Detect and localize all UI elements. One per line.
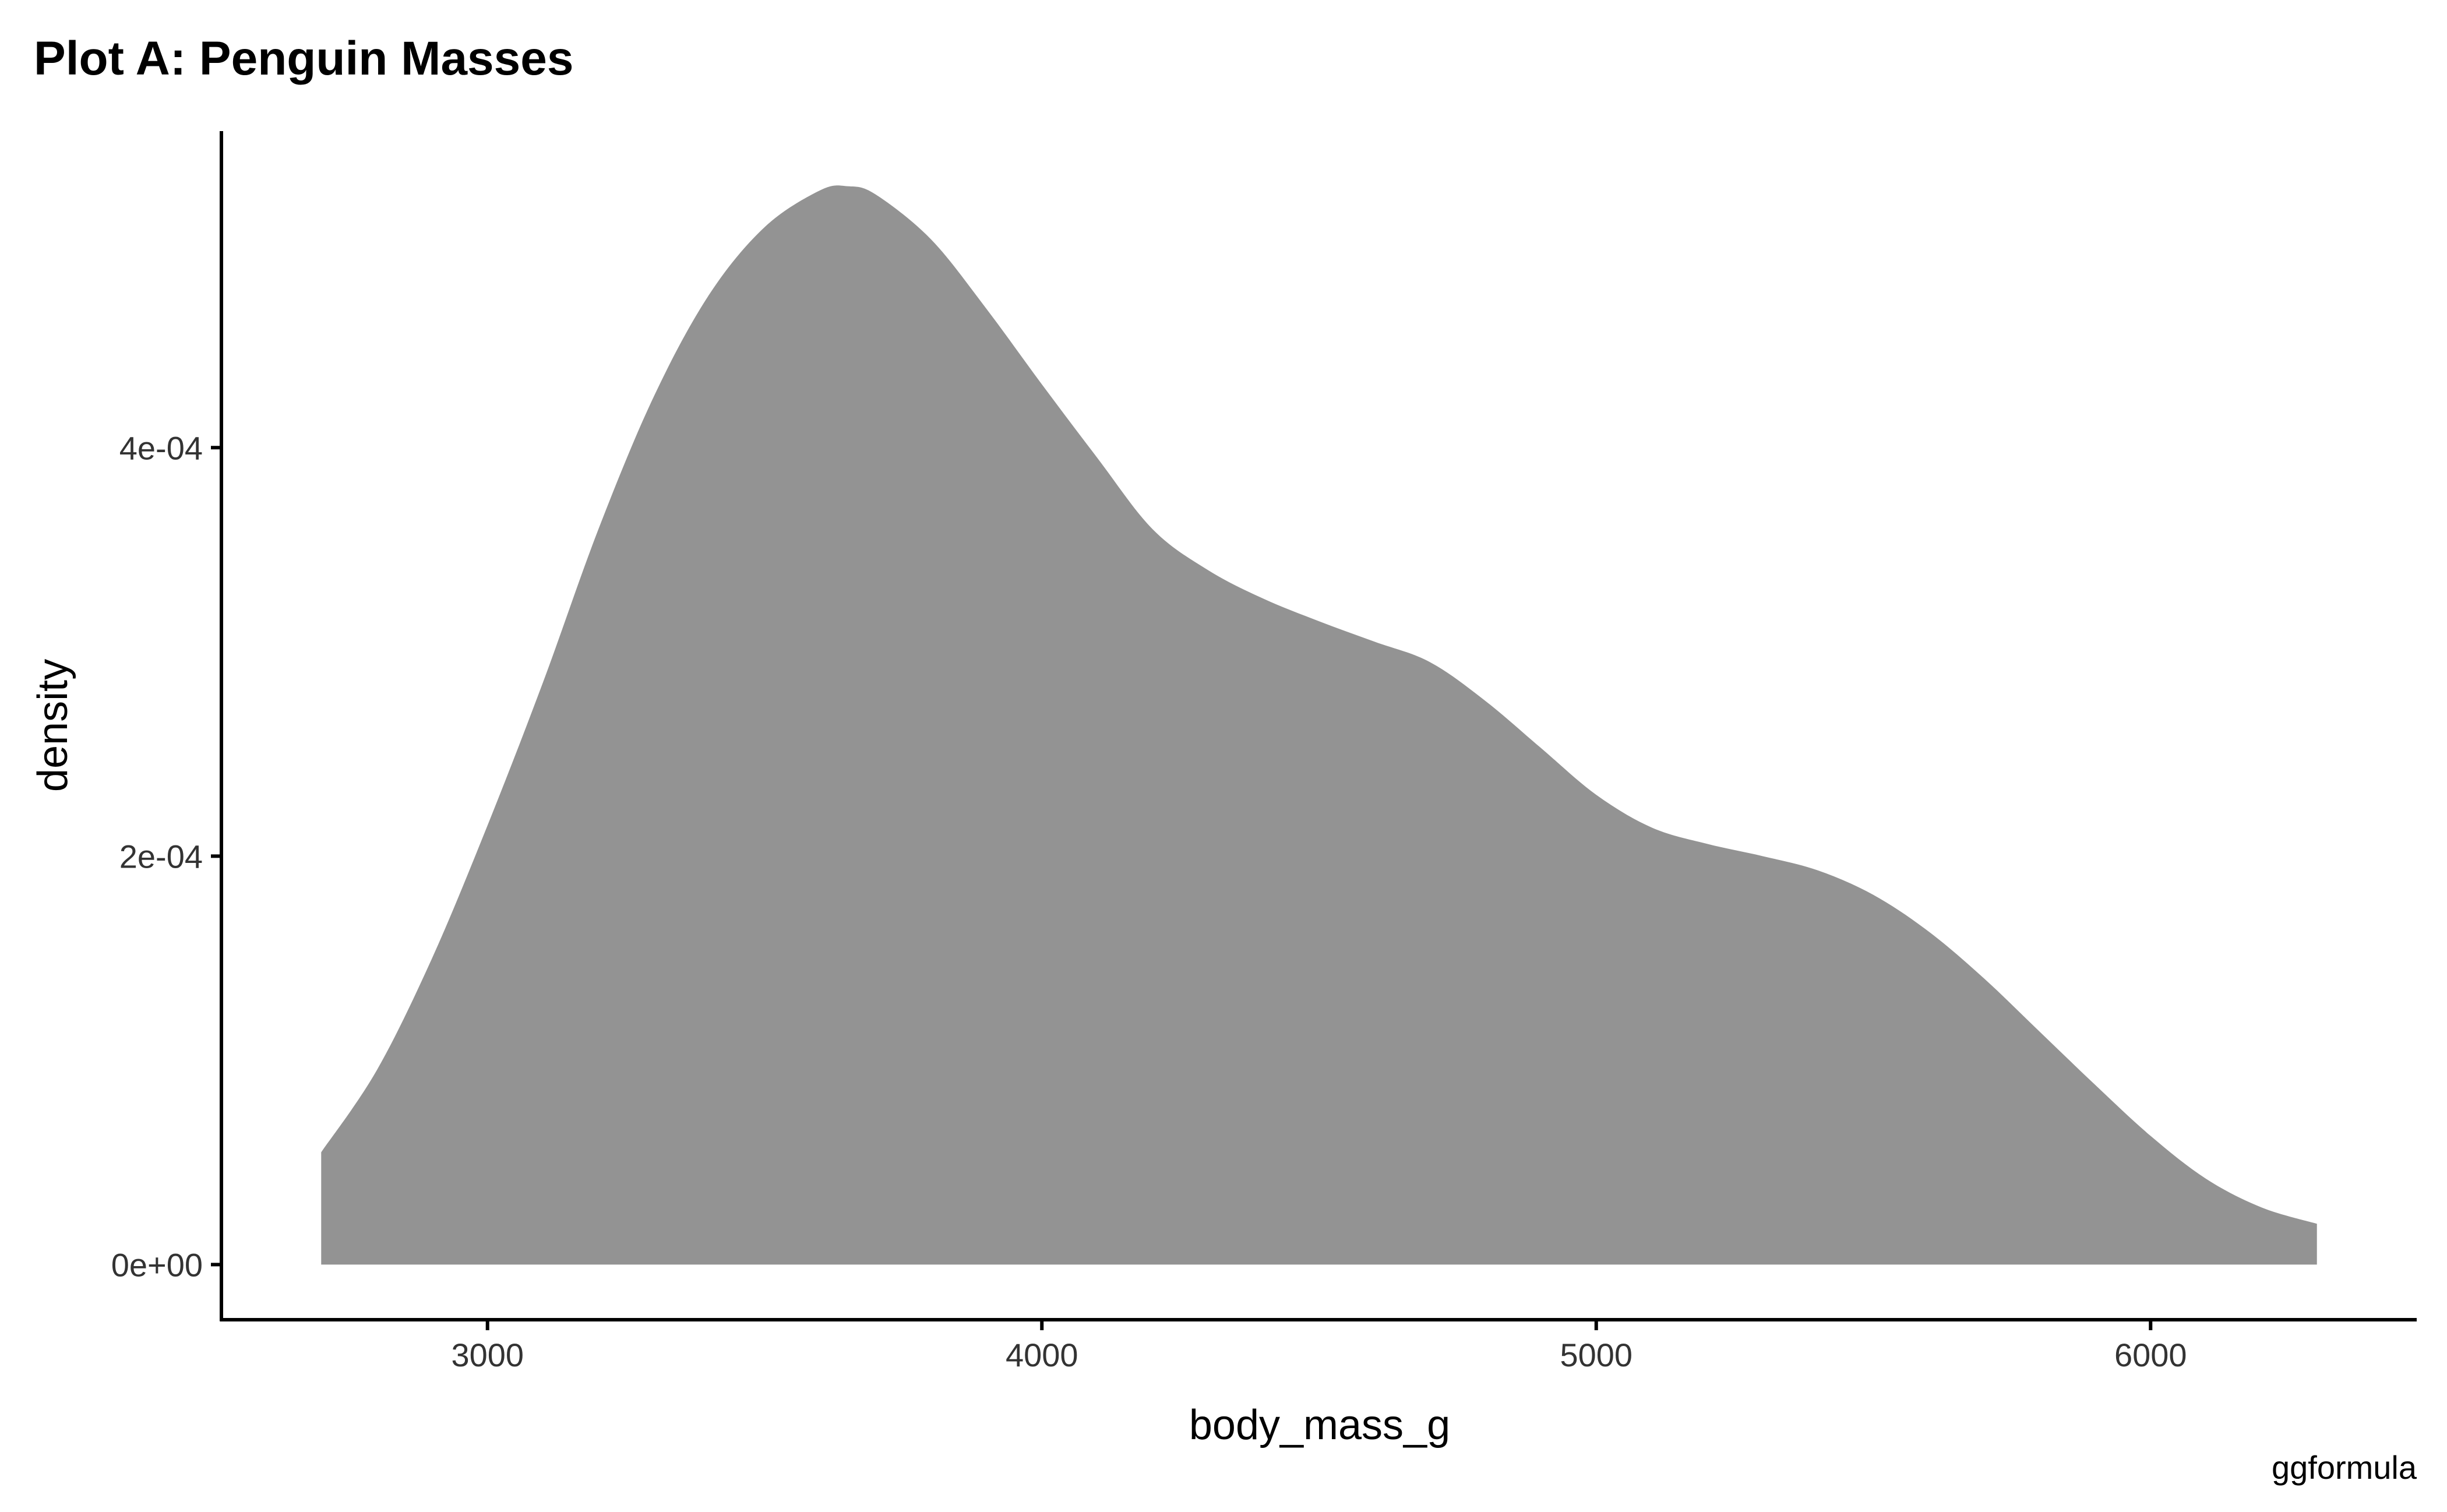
y-tick-label-2e-04: 2e-04 (119, 838, 203, 875)
x-tick-label-4000: 4000 (1006, 1337, 1078, 1373)
y-tick-label-0e+00: 0e+00 (111, 1246, 203, 1283)
x-tick-label-3000: 3000 (451, 1337, 524, 1373)
chart-title: Plot A: Penguin Masses (34, 32, 573, 85)
caption: ggformula (2272, 1449, 2417, 1486)
x-tick-label-5000: 5000 (1560, 1337, 1632, 1373)
x-tick-label-6000: 6000 (2114, 1337, 2187, 1373)
x-axis-label: body_mass_g (1189, 1402, 1450, 1448)
y-axis-label: density (30, 659, 76, 792)
y-tick-label-4e-04: 4e-04 (119, 429, 203, 466)
